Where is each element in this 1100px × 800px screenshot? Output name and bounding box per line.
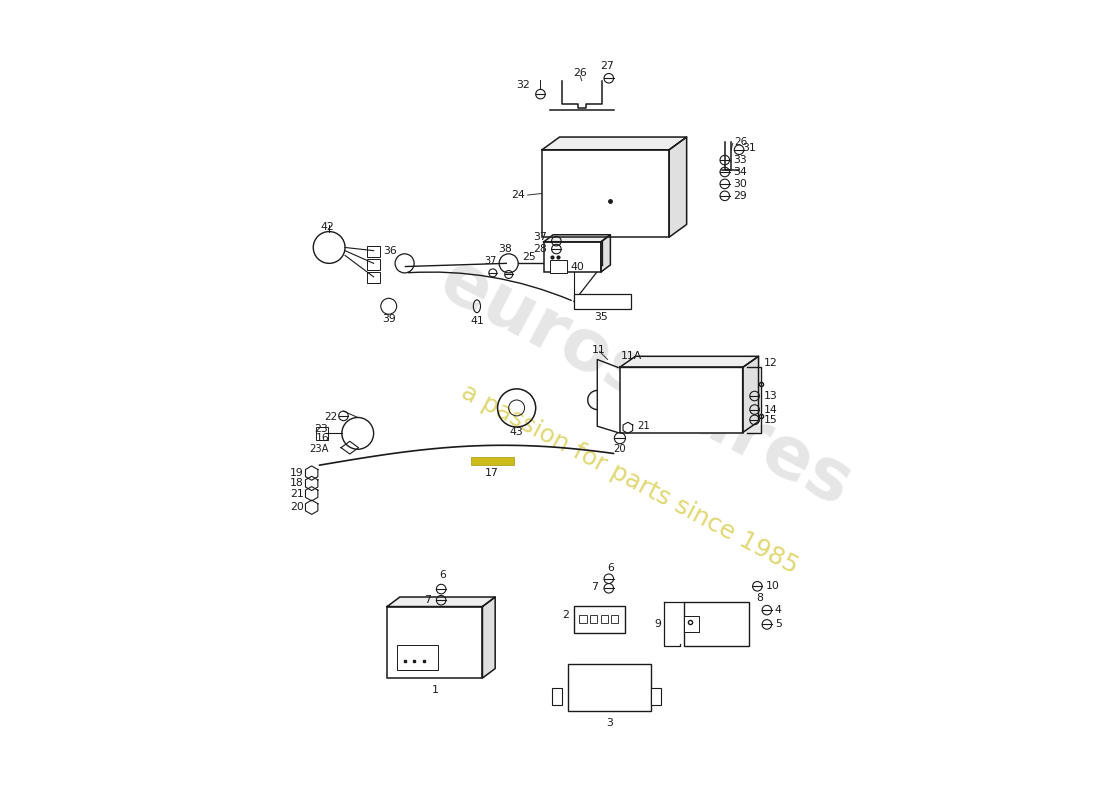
Text: 23: 23 (314, 423, 328, 434)
Polygon shape (601, 234, 610, 272)
Text: 35: 35 (594, 311, 607, 322)
Polygon shape (669, 137, 686, 237)
Text: 26: 26 (573, 68, 587, 78)
Text: 20: 20 (614, 444, 626, 454)
Text: 8: 8 (756, 594, 762, 603)
Text: 20: 20 (289, 502, 304, 512)
Text: 25: 25 (522, 252, 536, 262)
Text: 42: 42 (321, 222, 334, 232)
Text: 24: 24 (510, 190, 525, 200)
Polygon shape (742, 356, 759, 433)
Text: 4: 4 (774, 605, 782, 615)
Bar (367, 258, 380, 270)
Text: 32: 32 (516, 80, 530, 90)
Text: 6: 6 (439, 570, 447, 580)
Polygon shape (543, 234, 610, 242)
Text: 7: 7 (591, 582, 597, 592)
Bar (580, 615, 586, 623)
Text: 9: 9 (654, 619, 661, 629)
Bar (550, 260, 568, 273)
Text: 2: 2 (562, 610, 569, 619)
Text: 23A: 23A (309, 444, 329, 454)
Text: 21: 21 (290, 489, 304, 498)
Text: eurospares: eurospares (428, 246, 864, 522)
Text: 11A: 11A (621, 351, 642, 362)
Text: 21: 21 (637, 422, 650, 431)
Text: 11: 11 (592, 345, 605, 355)
Text: 26: 26 (735, 137, 748, 147)
Bar (651, 687, 661, 705)
Text: 15: 15 (764, 415, 778, 425)
Bar (590, 615, 597, 623)
Text: 36: 36 (384, 246, 397, 256)
Text: 34: 34 (733, 167, 747, 177)
Bar (612, 615, 618, 623)
Bar (387, 606, 483, 678)
Bar (397, 645, 438, 670)
Bar (684, 616, 699, 632)
Text: 28: 28 (534, 244, 547, 254)
Text: 7: 7 (424, 595, 431, 605)
Text: 27: 27 (601, 62, 614, 71)
Bar (471, 457, 515, 465)
Text: 38: 38 (498, 244, 513, 254)
Text: 43: 43 (509, 426, 524, 437)
Bar (574, 606, 625, 633)
Text: 29: 29 (733, 191, 747, 201)
Text: 33: 33 (733, 155, 747, 165)
Bar (601, 615, 608, 623)
Text: 12: 12 (764, 358, 778, 369)
Text: 16: 16 (316, 433, 329, 443)
Polygon shape (483, 597, 495, 678)
Bar (574, 294, 631, 310)
Text: 3: 3 (606, 718, 613, 728)
Text: 18: 18 (290, 478, 304, 489)
Bar (317, 427, 328, 440)
Bar (619, 367, 742, 433)
Text: 6: 6 (607, 562, 615, 573)
Text: 10: 10 (766, 582, 779, 591)
Text: 1: 1 (431, 685, 438, 695)
Bar (568, 664, 651, 711)
Text: 19: 19 (290, 468, 304, 478)
Bar (367, 272, 380, 283)
Polygon shape (619, 356, 759, 367)
Text: 37: 37 (534, 232, 547, 242)
Text: 14: 14 (764, 405, 778, 414)
Text: 30: 30 (733, 179, 747, 189)
Bar (543, 242, 601, 272)
Text: 39: 39 (382, 314, 396, 324)
Polygon shape (387, 597, 495, 606)
Bar (367, 246, 380, 257)
Text: 13: 13 (764, 391, 778, 401)
Text: 22: 22 (323, 413, 337, 422)
Polygon shape (542, 137, 686, 150)
Text: 41: 41 (470, 315, 484, 326)
Bar (552, 687, 561, 705)
Text: 17: 17 (485, 468, 499, 478)
Text: a passion for parts since 1985: a passion for parts since 1985 (456, 380, 802, 579)
Text: 31: 31 (742, 143, 756, 153)
Bar (684, 602, 749, 646)
Text: 37: 37 (484, 256, 496, 266)
Text: 5: 5 (774, 619, 782, 630)
Bar (542, 150, 669, 237)
Text: 40: 40 (571, 262, 584, 271)
